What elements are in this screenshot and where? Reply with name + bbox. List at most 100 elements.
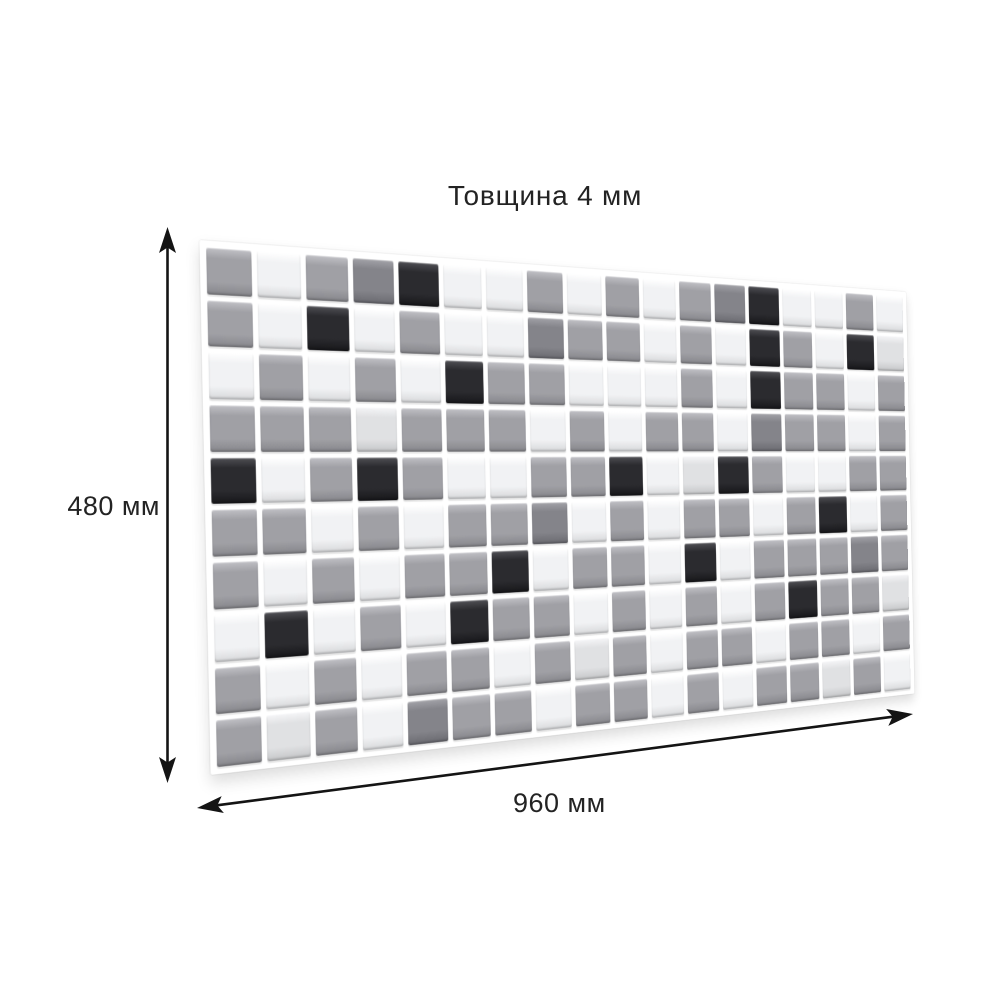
mosaic-tile bbox=[572, 546, 608, 589]
mosaic-tile bbox=[210, 457, 257, 505]
mosaic-tile bbox=[574, 637, 610, 681]
mosaic-tile bbox=[748, 286, 780, 326]
mosaic-tile bbox=[787, 538, 817, 577]
mosaic-tile bbox=[209, 405, 256, 452]
mosaic-tile bbox=[214, 664, 262, 715]
mosaic-tile bbox=[529, 410, 566, 452]
panel-surface bbox=[199, 240, 915, 775]
mosaic-tile bbox=[715, 326, 747, 367]
mosaic-tile bbox=[360, 604, 402, 651]
mosaic-tile bbox=[682, 456, 716, 495]
arrowhead-left-icon bbox=[197, 796, 224, 814]
mosaic-tile bbox=[642, 278, 677, 320]
mosaic-tile bbox=[445, 408, 485, 452]
mosaic-tile bbox=[491, 550, 529, 594]
mosaic-tile bbox=[816, 414, 846, 452]
mosaic-tile bbox=[649, 587, 683, 630]
mosaic-tile bbox=[569, 410, 605, 452]
width-dimension-label: 960 мм bbox=[513, 788, 606, 818]
mosaic-tile bbox=[528, 363, 566, 406]
mosaic-tile bbox=[444, 360, 484, 404]
mosaic-tile bbox=[314, 657, 358, 706]
mosaic-tile bbox=[788, 621, 819, 661]
mosaic-tile bbox=[875, 295, 904, 333]
thickness-label: Товщина 4 мм bbox=[447, 180, 643, 211]
mosaic-tile bbox=[493, 643, 531, 689]
mosaic-tile bbox=[262, 508, 307, 555]
mosaic-tile bbox=[818, 496, 848, 534]
mosaic-tile bbox=[683, 499, 716, 539]
mosaic-tile bbox=[753, 497, 784, 537]
mosaic-tile bbox=[212, 561, 259, 610]
mosaic-tile bbox=[443, 312, 483, 357]
mosaic-tile bbox=[679, 281, 712, 322]
mosaic-tile bbox=[876, 335, 905, 372]
mosaic-tile bbox=[814, 290, 843, 329]
mosaic-tile bbox=[490, 503, 528, 547]
mosaic-tile bbox=[750, 370, 781, 410]
mosaic-tile bbox=[611, 589, 647, 632]
mosaic-tile bbox=[685, 585, 718, 627]
mosaic-tile bbox=[845, 292, 874, 331]
mosaic-tile bbox=[717, 412, 749, 452]
mosaic-tile bbox=[263, 559, 308, 607]
mosaic-tile bbox=[357, 457, 399, 502]
mosaic-tile bbox=[207, 300, 254, 349]
mosaic-tile bbox=[356, 407, 398, 452]
mosaic-tile bbox=[566, 273, 602, 316]
mosaic-tile bbox=[311, 507, 355, 554]
mosaic-tile bbox=[442, 264, 482, 310]
mosaic-tile bbox=[487, 362, 525, 405]
mosaic-tile bbox=[485, 267, 524, 312]
mosaic-tile bbox=[305, 254, 349, 302]
mosaic-tile bbox=[315, 706, 359, 756]
mosaic-tile bbox=[850, 535, 879, 574]
mosaic-tile bbox=[531, 502, 568, 545]
mosaic-tile bbox=[814, 331, 844, 370]
height-dimension-label: 480 мм bbox=[67, 491, 160, 521]
mosaic-tile bbox=[752, 455, 783, 494]
mosaic-tile bbox=[784, 413, 815, 452]
mosaic-tile bbox=[817, 455, 847, 493]
mosaic-tile bbox=[847, 374, 876, 411]
mosaic-tile bbox=[650, 631, 684, 674]
mosaic-tile bbox=[610, 545, 646, 587]
mosaic-tile bbox=[402, 456, 443, 501]
mosaic-tile bbox=[448, 551, 488, 597]
mosaic-tile bbox=[853, 656, 882, 696]
mosaic-grid bbox=[199, 240, 915, 775]
mosaic-tile bbox=[571, 501, 607, 544]
mosaic-tile bbox=[879, 455, 907, 492]
mosaic-tile bbox=[878, 415, 906, 451]
mosaic-tile bbox=[722, 668, 754, 710]
mosaic-tile bbox=[881, 574, 910, 612]
mosaic-tile bbox=[530, 456, 567, 498]
mosaic-tile bbox=[306, 305, 350, 352]
mosaic-tile bbox=[359, 555, 401, 602]
mosaic-tile bbox=[684, 542, 717, 583]
mosaic-tile bbox=[406, 650, 447, 697]
mosaic-tile bbox=[680, 368, 714, 408]
mosaic-tile bbox=[527, 316, 565, 360]
mosaic-tile bbox=[451, 694, 491, 741]
mosaic-tile bbox=[570, 456, 606, 498]
mosaic-tile bbox=[567, 318, 603, 361]
mosaic-tile bbox=[686, 628, 719, 671]
mosaic-tile bbox=[362, 702, 404, 751]
mosaic-tile bbox=[719, 541, 752, 581]
mosaic-tile bbox=[605, 275, 640, 318]
mosaic-tile bbox=[820, 577, 849, 617]
mosaic-tile bbox=[446, 456, 486, 500]
mosaic-tile bbox=[613, 678, 648, 723]
mosaic-tile bbox=[399, 310, 440, 355]
mosaic-tile bbox=[644, 367, 678, 408]
mosaic-panel bbox=[199, 219, 1000, 775]
mosaic-tile bbox=[720, 583, 752, 624]
mosaic-tile bbox=[880, 495, 908, 532]
mosaic-tile bbox=[849, 495, 878, 533]
mosaic-tile bbox=[216, 716, 263, 768]
mosaic-tile bbox=[265, 660, 310, 710]
mosaic-tile bbox=[532, 548, 569, 592]
mosaic-tile bbox=[717, 455, 750, 495]
mosaic-tile bbox=[354, 307, 396, 354]
